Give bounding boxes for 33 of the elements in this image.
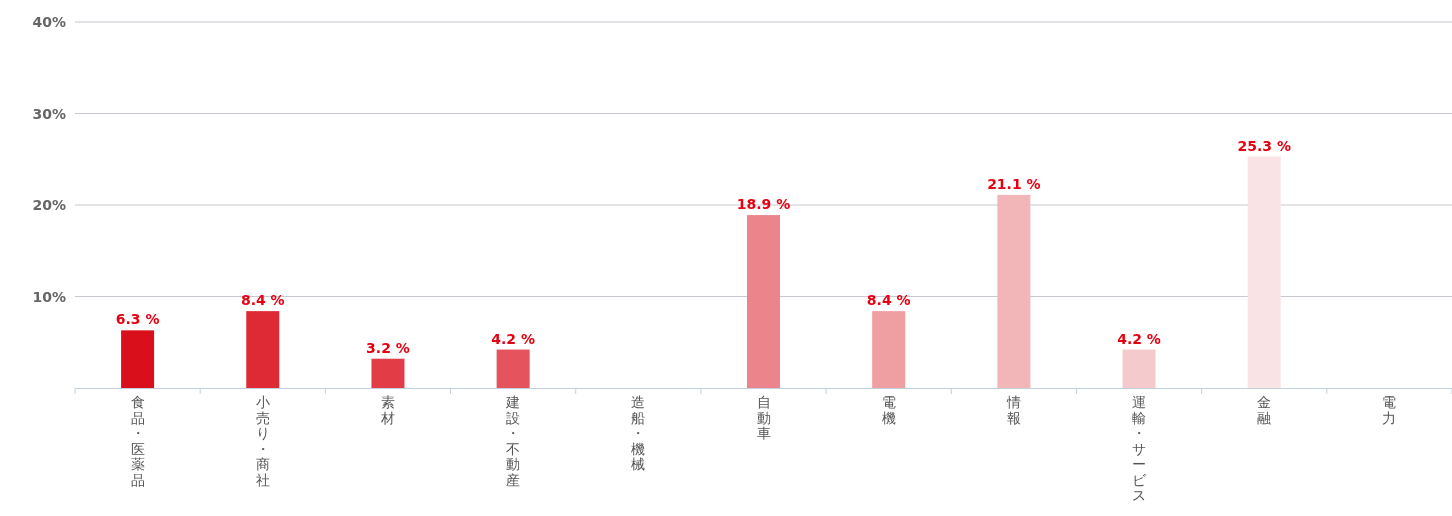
x-tick-label: 電力	[1382, 394, 1397, 426]
x-tick-label: 金融	[1257, 394, 1272, 426]
data-label: 25.3 %	[1237, 137, 1291, 154]
y-tick-label: 40%	[32, 14, 66, 30]
bar	[1247, 156, 1281, 388]
bar	[121, 330, 155, 388]
x-tick-label: 食品・医薬品	[130, 394, 145, 488]
data-label: 21.1 %	[987, 175, 1041, 192]
x-tick-label: 運輸・サービス	[1132, 394, 1148, 503]
x-tick-label: 小売り・商社	[255, 394, 270, 488]
x-tick-label: 素材	[379, 394, 395, 426]
bar	[872, 311, 906, 388]
bar	[1122, 349, 1156, 388]
x-tick-label: 情報	[1005, 394, 1021, 426]
x-tick-label: 建設・不動産	[505, 394, 521, 488]
data-label: 8.4 %	[240, 292, 285, 309]
bar	[997, 194, 1031, 388]
data-label: 4.2 %	[491, 330, 535, 347]
y-tick-label: 30%	[32, 105, 66, 122]
bar	[371, 358, 405, 388]
x-tick-label: 造船・機械	[631, 394, 646, 472]
bar	[496, 349, 530, 388]
y-tick-label: 10%	[32, 288, 66, 305]
data-label: 4.2 %	[1117, 330, 1161, 347]
y-tick-label: 20%	[32, 197, 66, 213]
data-label: 6.3 %	[115, 311, 160, 328]
data-label: 3.2 %	[366, 339, 410, 356]
x-tick-label: 自動車	[756, 394, 771, 441]
data-label: 18.9 %	[736, 196, 791, 213]
bar	[747, 215, 780, 388]
data-label: 8.4 %	[866, 292, 911, 309]
bar	[246, 311, 280, 388]
x-tick-label: 電機	[881, 394, 896, 426]
